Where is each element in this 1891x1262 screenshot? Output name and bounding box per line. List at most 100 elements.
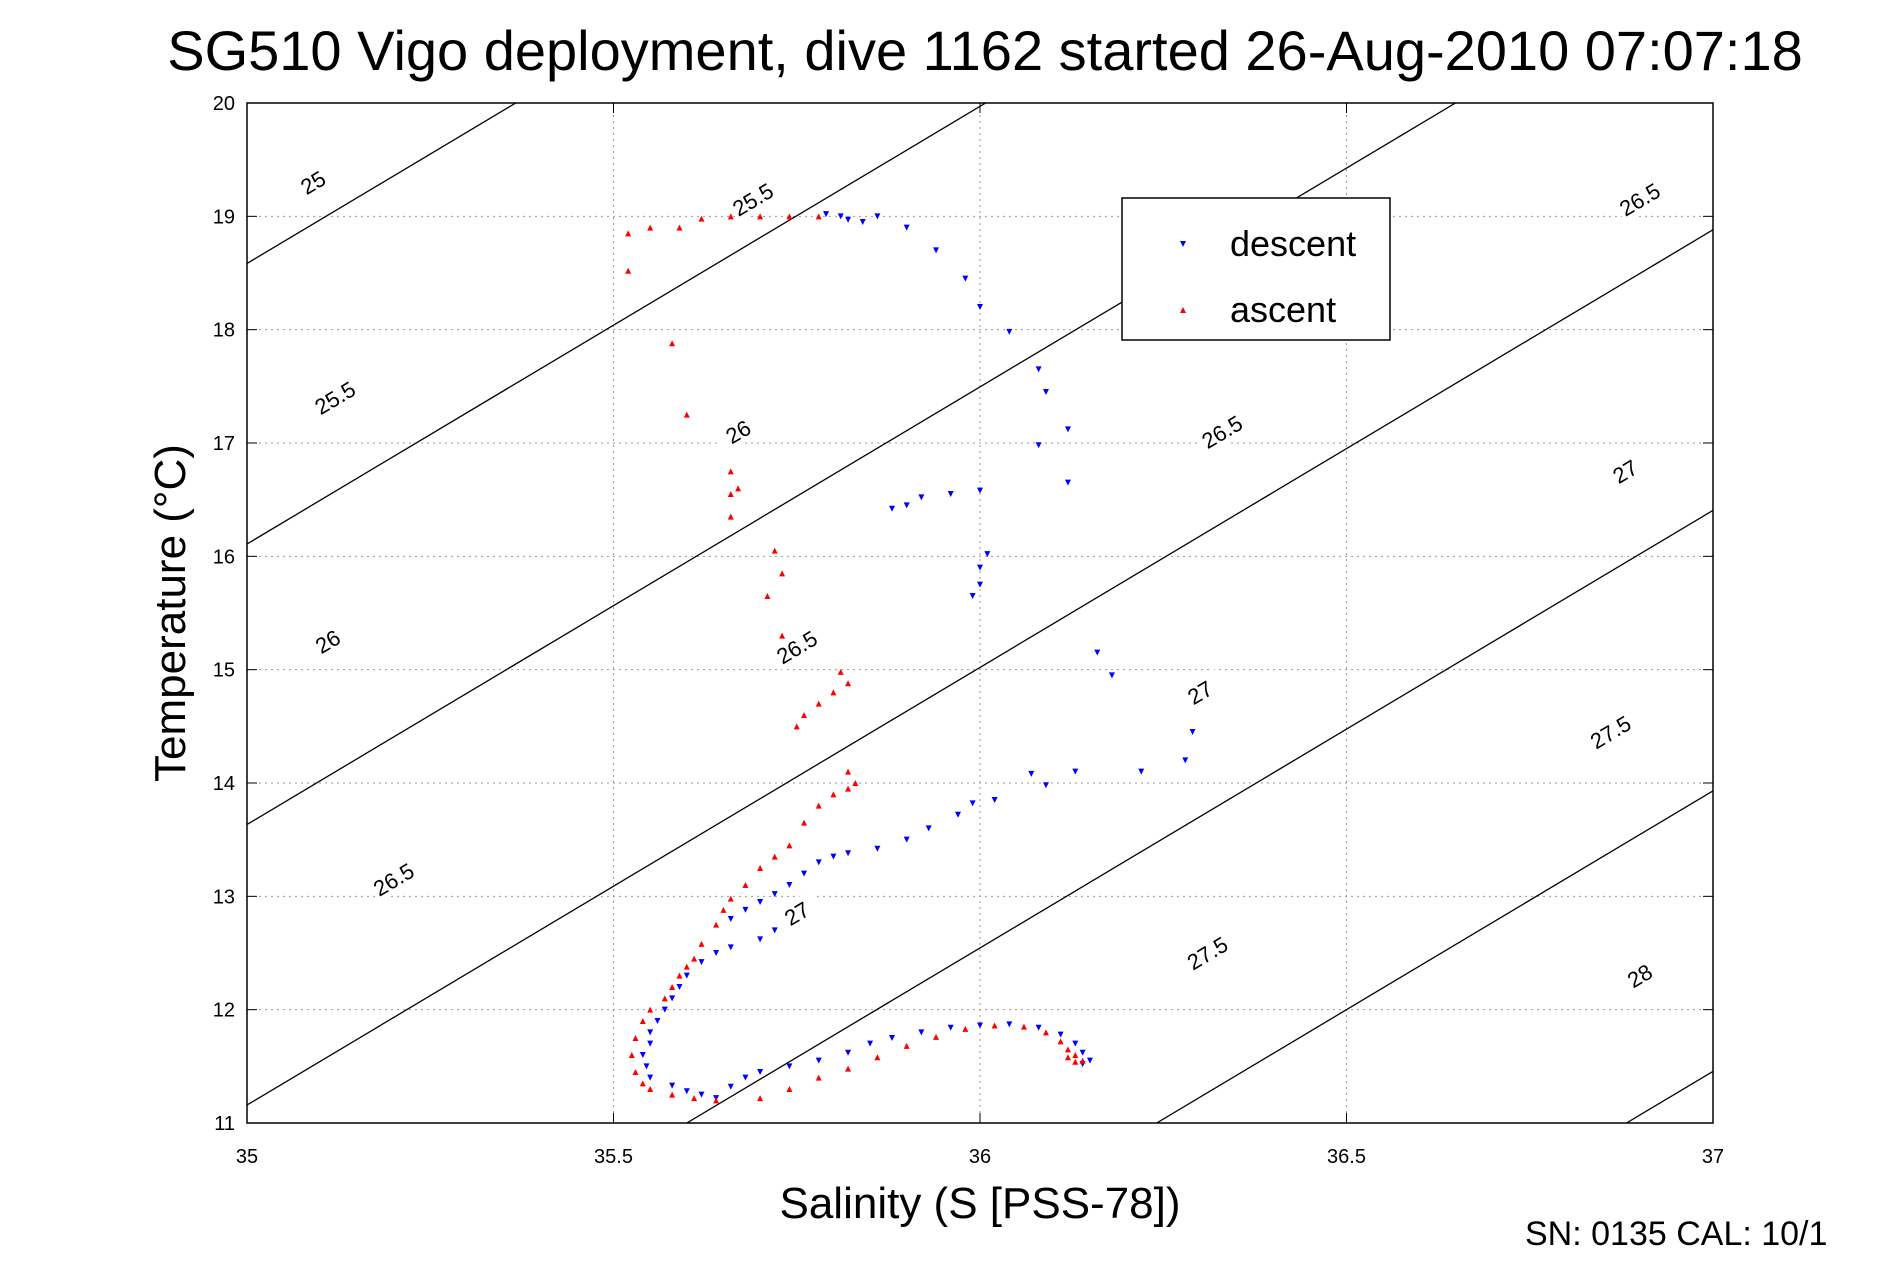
ascent-point xyxy=(698,940,705,947)
isopycnal-line xyxy=(247,103,986,545)
isopycnal-label-bg xyxy=(1612,952,1667,1000)
descent-point xyxy=(874,845,881,852)
x-tick-label: 37 xyxy=(1702,1146,1724,1168)
legend-box xyxy=(1121,197,1391,341)
descent-point xyxy=(977,564,983,571)
descent-point xyxy=(1072,768,1079,775)
legend-marker-ascent xyxy=(1180,307,1186,313)
descent-point xyxy=(727,944,734,951)
ascent-point xyxy=(845,785,852,792)
descent-point xyxy=(977,581,983,588)
y-tick-label: 14 xyxy=(213,773,235,795)
ascent-point xyxy=(991,1022,998,1029)
legend-label-descent: descent xyxy=(1230,223,1356,264)
descent-point xyxy=(757,1069,764,1075)
isopycnal-line xyxy=(247,103,517,265)
ascent-point xyxy=(815,802,822,809)
isopycnal-label-bg xyxy=(769,889,825,937)
y-tick-label: 15 xyxy=(213,660,235,682)
ascent-point xyxy=(771,547,778,554)
descent-point xyxy=(647,1074,654,1081)
ascent-point xyxy=(727,513,734,520)
isopycnal-label-bg xyxy=(307,374,363,422)
ascent-point xyxy=(1079,1057,1086,1064)
descent-point xyxy=(947,491,954,497)
descent-point xyxy=(669,995,676,1002)
descent-point xyxy=(1138,768,1145,775)
ascent-point xyxy=(727,491,734,497)
descent-point xyxy=(727,916,734,922)
descent-point xyxy=(903,836,910,843)
ascent-point xyxy=(639,1018,646,1024)
x-tick-label: 36.5 xyxy=(1327,1146,1366,1168)
descent-point xyxy=(1035,366,1042,373)
x-axis-label: Salinity (S [PSS-78]) xyxy=(779,1179,1180,1228)
descent-point xyxy=(1035,442,1042,449)
y-tick-label: 11 xyxy=(214,1113,235,1135)
ascent-point xyxy=(757,1095,764,1102)
descent-point xyxy=(977,304,983,310)
descent-point xyxy=(1189,729,1196,735)
ascent-point xyxy=(771,853,778,860)
descent-point xyxy=(771,891,778,898)
ascent-point xyxy=(933,1033,940,1040)
descent-point xyxy=(643,1063,650,1070)
ascent-point xyxy=(815,700,822,707)
descent-point xyxy=(1064,426,1071,433)
ascent-point xyxy=(852,780,859,786)
ascent-point xyxy=(837,668,844,675)
descent-point xyxy=(669,1082,676,1089)
ascent-point xyxy=(683,963,690,970)
ascent-point xyxy=(830,791,837,798)
x-tick-label: 35.5 xyxy=(594,1146,633,1168)
ascent-point xyxy=(625,267,632,274)
grid xyxy=(247,103,1713,1123)
x-tick-label: 36 xyxy=(969,1146,991,1168)
ascent-point xyxy=(1064,1054,1071,1061)
descent-point xyxy=(1064,479,1071,486)
descent-point xyxy=(1006,1021,1013,1028)
descent-point xyxy=(1094,649,1101,656)
descent-point xyxy=(969,800,976,807)
ascent-point xyxy=(1042,1029,1049,1036)
descent-point xyxy=(757,936,764,943)
legend: descent ascent xyxy=(1121,197,1391,341)
ascent-point xyxy=(1020,1023,1027,1030)
descent-point xyxy=(1042,782,1049,789)
descent-point xyxy=(837,213,844,220)
y-tick-label: 13 xyxy=(213,886,235,908)
descent-point xyxy=(955,811,962,818)
ascent-point xyxy=(676,972,683,979)
y-tick-label: 17 xyxy=(213,433,235,455)
ascent-point xyxy=(691,1095,698,1102)
descent-point xyxy=(801,870,808,877)
descent-point xyxy=(845,850,852,857)
ascent-point xyxy=(801,712,808,718)
descent-point xyxy=(918,494,925,501)
ascent-point xyxy=(669,1091,676,1098)
ascent-point xyxy=(698,215,705,222)
descent-point xyxy=(742,906,749,913)
descent-point xyxy=(1006,328,1013,335)
ascent-point xyxy=(742,882,749,888)
descent-point xyxy=(771,927,778,934)
descent-point xyxy=(1182,757,1189,764)
ascent-point xyxy=(647,224,654,231)
ascent-point xyxy=(757,865,764,871)
descent-point xyxy=(1042,389,1049,395)
descent-point xyxy=(1057,1031,1064,1038)
ascent-point xyxy=(845,768,852,775)
isopycnal-label-bg xyxy=(300,617,355,665)
descent-point xyxy=(1028,770,1035,777)
y-tick-label: 19 xyxy=(213,206,235,228)
y-tick-label: 16 xyxy=(213,546,235,568)
isopycnal-line xyxy=(1626,1070,1713,1123)
ascent-point xyxy=(720,906,727,913)
descent-point xyxy=(845,216,852,223)
ascent-point xyxy=(874,1054,881,1061)
ascent-point xyxy=(815,1074,822,1081)
descent-point xyxy=(1108,672,1115,679)
ascent-point xyxy=(903,1042,910,1049)
descent-point xyxy=(815,859,822,866)
